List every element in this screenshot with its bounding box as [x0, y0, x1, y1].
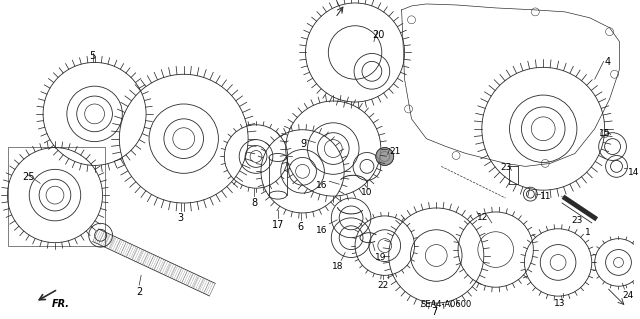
Text: 5: 5 — [90, 51, 96, 62]
Text: 13: 13 — [554, 299, 566, 308]
Text: 2: 2 — [136, 287, 142, 297]
Text: 8: 8 — [251, 198, 257, 208]
Text: 24: 24 — [623, 291, 634, 300]
Text: 25: 25 — [22, 172, 35, 182]
Text: 16: 16 — [316, 181, 327, 190]
Text: 15: 15 — [599, 129, 611, 138]
Text: 22: 22 — [377, 281, 388, 290]
Text: 3: 3 — [178, 213, 184, 223]
Text: SEA4-A0600: SEA4-A0600 — [420, 300, 472, 309]
Text: 12: 12 — [477, 213, 488, 222]
Text: 6: 6 — [298, 222, 303, 232]
Text: FR.: FR. — [52, 299, 70, 309]
Text: 21: 21 — [390, 146, 401, 156]
Text: 7: 7 — [431, 307, 437, 317]
Text: 16: 16 — [316, 226, 327, 235]
Circle shape — [376, 148, 394, 165]
Text: 17: 17 — [271, 220, 284, 230]
Text: 11: 11 — [540, 192, 552, 201]
Text: 4: 4 — [605, 57, 611, 67]
Text: 19: 19 — [375, 253, 387, 262]
Text: 20: 20 — [372, 30, 385, 40]
Text: 18: 18 — [332, 263, 343, 271]
Text: 9: 9 — [301, 139, 307, 149]
Bar — [8, 146, 106, 246]
Text: 23: 23 — [571, 216, 582, 225]
Text: 14: 14 — [628, 168, 640, 177]
Text: 23: 23 — [500, 163, 511, 172]
Text: 1: 1 — [585, 228, 591, 237]
Text: 10: 10 — [361, 188, 372, 197]
